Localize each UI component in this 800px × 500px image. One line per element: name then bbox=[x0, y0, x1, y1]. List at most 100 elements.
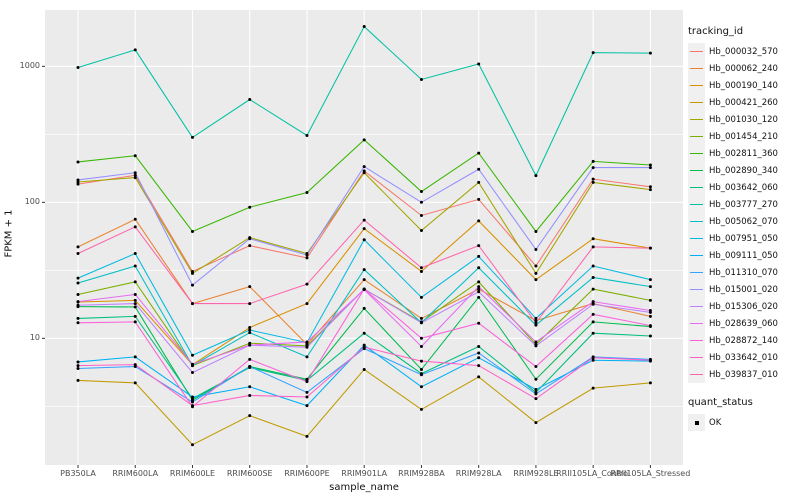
data-point bbox=[591, 275, 595, 279]
data-point bbox=[362, 25, 366, 29]
data-point bbox=[477, 356, 481, 360]
data-point bbox=[591, 237, 595, 241]
legend-item-Hb_001030_120: Hb_001030_120 bbox=[688, 111, 798, 128]
legend-key bbox=[688, 366, 705, 383]
data-point bbox=[591, 358, 595, 362]
data-point bbox=[362, 306, 366, 310]
legend-item-Hb_028872_140: Hb_028872_140 bbox=[688, 332, 798, 349]
data-point bbox=[477, 180, 481, 184]
data-point bbox=[477, 151, 481, 155]
legend-label: Hb_015001_020 bbox=[709, 284, 778, 295]
legend-label: Hb_000062_240 bbox=[709, 63, 778, 74]
data-point bbox=[76, 303, 80, 307]
data-point bbox=[477, 285, 481, 289]
data-point bbox=[133, 225, 137, 229]
legend-item-Hb_005062_070: Hb_005062_070 bbox=[688, 213, 798, 230]
line-swatch-icon bbox=[690, 203, 703, 206]
data-point bbox=[591, 166, 595, 170]
legend-item-Hb_007951_050: Hb_007951_050 bbox=[688, 230, 798, 247]
data-point bbox=[419, 367, 423, 371]
data-point bbox=[76, 182, 80, 186]
line-swatch-icon bbox=[690, 135, 703, 138]
legend-item-Hb_000190_140: Hb_000190_140 bbox=[688, 77, 798, 94]
data-point bbox=[190, 443, 194, 447]
data-point bbox=[648, 51, 652, 55]
data-point bbox=[76, 300, 80, 304]
data-point bbox=[248, 98, 252, 102]
data-point bbox=[534, 264, 538, 268]
data-point bbox=[305, 282, 309, 286]
data-point bbox=[534, 344, 538, 348]
data-point bbox=[133, 171, 137, 175]
data-point bbox=[648, 246, 652, 250]
data-point bbox=[76, 276, 80, 280]
data-point bbox=[133, 305, 137, 309]
legend-item-Hb_002811_360: Hb_002811_360 bbox=[688, 145, 798, 162]
data-point bbox=[534, 319, 538, 323]
legend-item-Hb_000062_240: Hb_000062_240 bbox=[688, 60, 798, 77]
data-point bbox=[648, 278, 652, 282]
data-point bbox=[305, 380, 309, 384]
legend-title-quant-status: quant_status bbox=[688, 397, 753, 408]
data-point bbox=[419, 229, 423, 233]
data-point bbox=[305, 302, 309, 306]
data-point bbox=[534, 340, 538, 344]
legend-item-Hb_000421_260: Hb_000421_260 bbox=[688, 94, 798, 111]
legend-label: Hb_007951_050 bbox=[709, 233, 778, 244]
legend-item-Hb_039837_010: Hb_039837_010 bbox=[688, 366, 798, 383]
data-point bbox=[591, 302, 595, 306]
data-point bbox=[248, 237, 252, 241]
legend-title-tracking-id: tracking_id bbox=[688, 26, 744, 37]
line-swatch-icon bbox=[690, 322, 703, 325]
legend-label: Hb_002890_340 bbox=[709, 165, 778, 176]
data-point bbox=[248, 331, 252, 335]
data-point bbox=[648, 163, 652, 167]
legend-key bbox=[688, 111, 705, 128]
legend-label: Hb_028872_140 bbox=[709, 335, 778, 346]
legend-item-Hb_003642_060: Hb_003642_060 bbox=[688, 179, 798, 196]
data-point bbox=[248, 365, 252, 369]
data-point bbox=[133, 48, 137, 52]
data-point bbox=[534, 388, 538, 392]
data-point bbox=[419, 385, 423, 389]
y-tick-label: 10 bbox=[29, 333, 40, 343]
data-point bbox=[362, 238, 366, 242]
data-point bbox=[534, 323, 538, 327]
line-swatch-icon bbox=[690, 373, 703, 376]
data-point bbox=[190, 371, 194, 375]
data-point bbox=[190, 395, 194, 399]
data-point bbox=[477, 364, 481, 368]
data-point bbox=[648, 285, 652, 289]
data-point bbox=[76, 281, 80, 285]
data-point bbox=[477, 244, 481, 248]
legend-key bbox=[688, 60, 705, 77]
data-point bbox=[76, 364, 80, 368]
legend-label: Hb_015306_020 bbox=[709, 301, 778, 312]
data-point bbox=[305, 191, 309, 195]
data-point bbox=[133, 217, 137, 221]
line-swatch-icon bbox=[690, 84, 703, 87]
data-point bbox=[648, 324, 652, 328]
x-axis-title: sample_name bbox=[329, 482, 399, 493]
data-point bbox=[76, 180, 80, 184]
legend-item-Hb_002890_340: Hb_002890_340 bbox=[688, 162, 798, 179]
data-point bbox=[591, 386, 595, 390]
data-point bbox=[419, 77, 423, 81]
legend-label: Hb_002811_360 bbox=[709, 148, 778, 159]
data-point bbox=[190, 283, 194, 287]
data-point bbox=[362, 218, 366, 222]
data-point bbox=[305, 256, 309, 260]
data-point bbox=[248, 205, 252, 209]
data-point bbox=[248, 328, 252, 332]
data-point bbox=[534, 247, 538, 251]
legend-item-Hb_011310_070: Hb_011310_070 bbox=[688, 264, 798, 281]
data-point bbox=[648, 188, 652, 192]
line-swatch-icon bbox=[690, 50, 703, 53]
data-point bbox=[305, 133, 309, 137]
legend-label: OK bbox=[709, 417, 722, 428]
legend-label: Hb_033642_010 bbox=[709, 352, 778, 363]
data-point bbox=[591, 180, 595, 184]
data-point bbox=[534, 392, 538, 396]
y-axis-title: FPKM + 1 bbox=[3, 209, 15, 258]
